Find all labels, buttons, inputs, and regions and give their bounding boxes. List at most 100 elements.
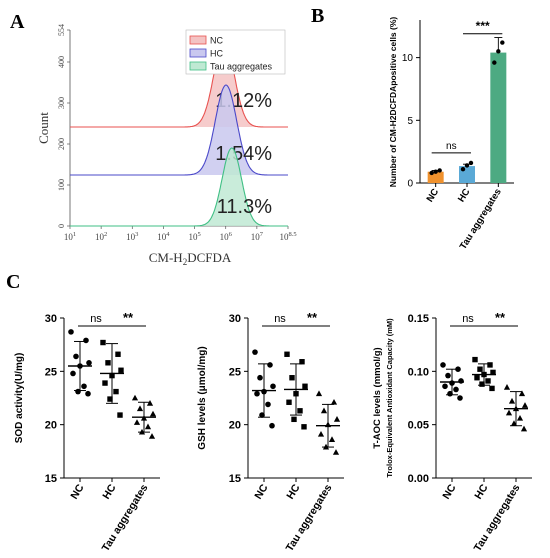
panel-b-data-point — [500, 40, 505, 45]
panel-b-bar-tau-aggregates — [490, 52, 507, 183]
panel-c-sod-data-point — [118, 367, 124, 373]
panel-c-t-aoc-data-point — [472, 356, 478, 363]
panel-c-t-aoc-significance-label: ns — [462, 313, 474, 325]
panel-a-legend-label-nc: NC — [210, 36, 223, 46]
panel-c-sod-data-point — [81, 383, 87, 390]
panel-c-sod-data-point — [107, 396, 113, 402]
panel-b-data-point — [496, 49, 501, 54]
panel-c-gsh-data-point — [328, 436, 336, 442]
panel-c-sod-data-point — [70, 370, 76, 377]
panel-c-sod-y-axis-label: SOD activity(U/mg) — [14, 353, 25, 444]
panel-a-legend-label-hc: HC — [210, 49, 223, 59]
panel-c-gsh-y-tick-label: 20 — [229, 420, 241, 432]
panel-c-t-aoc-data-point — [505, 409, 513, 416]
panel-a-x-tick-label: 106 — [220, 231, 233, 242]
panel-c-gsh-data-point — [291, 416, 297, 423]
panel-label-b: B — [311, 5, 324, 27]
panel-a-histogram: Count CM-H2DCFDA 0 100 200 300 400 554 101 102 1… — [36, 24, 297, 267]
panel-c-t-aoc-data-point — [474, 375, 480, 381]
panel-a-histogram-line-tau-aggregates — [70, 147, 288, 227]
panel-c-taoc-chart: T-AOC levels (mmol/g) Trolox-Equivalent … — [372, 310, 532, 554]
panel-a-legend-label-tau-aggregates: Tau aggregates — [210, 62, 273, 72]
panel-c-t-aoc-data-point — [440, 362, 446, 368]
panel-c-t-aoc-data-point — [457, 395, 463, 401]
panel-c-t-aoc-significance-label: ** — [495, 310, 506, 325]
panel-c-t-aoc-data-point — [508, 397, 516, 404]
panel-c-t-aoc-data-point — [487, 362, 493, 368]
panel-c-gsh-y-tick-label: 30 — [229, 313, 241, 325]
panel-c-gsh-x-tick-label-hc: HC — [284, 482, 302, 502]
panel-c-gsh-data-point — [299, 359, 305, 365]
panel-c-gsh-y-tick-label: 25 — [229, 366, 241, 378]
panel-c-sod-data-point — [105, 360, 111, 366]
panel-c-gsh-significance-label: ** — [307, 310, 318, 325]
panel-c-t-aoc-y-tick-label: 0.15 — [408, 313, 429, 325]
panel-a-y-tick-label: 200 — [57, 138, 66, 150]
panel-c-t-aoc-data-point — [520, 425, 528, 432]
panel-c-gsh-data-point — [315, 390, 323, 397]
panel-c-gsh-data-point — [286, 399, 292, 405]
panel-c-gsh-data-point — [332, 449, 340, 455]
panel-b-data-point — [464, 163, 470, 168]
panel-a-y-tick-label: 300 — [57, 97, 66, 109]
panel-c-sod-y-tick-label: 30 — [45, 313, 57, 325]
panel-c-t-aoc-data-point — [503, 384, 511, 390]
panel-c-t-aoc-data-point — [518, 390, 526, 397]
panel-c-t-aoc-y-tick-label: 0.00 — [408, 473, 429, 485]
panel-c-gsh-data-point — [257, 374, 263, 381]
panel-b-y-tick-label: 5 — [407, 116, 413, 127]
panel-b-y-axis-label: Number of CM-H2DCFDApositive cells (%) — [388, 17, 398, 188]
panel-c-t-aoc-data-point — [477, 366, 483, 372]
panel-b-data-point — [429, 170, 434, 176]
panel-a-x-tick-label: 105 — [188, 231, 200, 242]
panel-c-taoc-y-axis-sublabel: Trolox-Equivalent Antioxidant Capacity (… — [385, 318, 394, 478]
panel-c-t-aoc-y-tick-label: 0.10 — [408, 366, 429, 378]
panel-c-t-aoc-data-point — [485, 378, 491, 384]
panel-a-x-tick-label: 107 — [251, 231, 264, 242]
panel-c-t-aoc-data-point — [489, 385, 495, 392]
panel-a-y-axis-label: Count — [36, 112, 51, 144]
panel-c-gsh-data-point — [252, 349, 258, 355]
panel-c-sod-data-point — [117, 412, 123, 418]
panel-a-y-tick-label: 100 — [57, 179, 66, 191]
panel-a-legend-swatch-hc — [189, 48, 207, 58]
panel-a-histogram-line-hc — [70, 84, 288, 176]
panel-b-bar-chart: Number of CM-H2DCFDApositive cells (%) 0… — [388, 17, 514, 252]
panel-label-c: C — [6, 271, 20, 293]
panel-c-sod-data-point — [136, 405, 144, 412]
panel-a-x-tick-label: 101 — [64, 231, 76, 242]
panel-c-gsh-data-point — [289, 375, 295, 381]
panel-c-sod-data-point — [100, 339, 106, 346]
panel-a-legend-swatch-tau-aggregates — [189, 61, 207, 71]
panel-c-sod-data-point — [102, 380, 108, 386]
panel-b-y-tick-label: 10 — [402, 53, 414, 64]
panel-a-y-tick-label: 400 — [57, 56, 66, 68]
panel-c-sod-x-tick-label-hc: HC — [100, 482, 118, 502]
panel-c-sod-data-point — [149, 410, 157, 417]
panel-c-t-aoc-data-point — [453, 386, 459, 393]
panel-c-gsh-data-point — [265, 401, 271, 408]
panel-c-sod-data-point — [68, 329, 74, 335]
panel-c-sod-data-point — [144, 423, 152, 430]
panel-b-data-point — [468, 160, 474, 166]
panel-a-legend-swatch-nc — [189, 35, 207, 45]
panel-c-sod-data-point — [73, 353, 79, 360]
panel-c-sod-data-point — [113, 388, 119, 395]
panel-b-data-point — [460, 167, 466, 172]
panel-a-x-tick-label: 104 — [157, 231, 170, 242]
panel-c-gsh-y-axis-label: GSH levels (μmol/mg) — [197, 346, 208, 449]
panel-c-gsh-data-point — [317, 430, 325, 437]
panel-c-gsh-data-point — [301, 424, 307, 430]
panel-a-percent-label-hc: 1.54% — [215, 143, 272, 165]
panel-c-t-aoc-data-point — [516, 414, 524, 421]
panel-c-gsh-data-point — [254, 390, 260, 397]
panel-c-sod-data-point — [133, 419, 141, 425]
panel-c-t-aoc-data-point — [442, 383, 448, 390]
panel-a-y-tick-label: 554 — [57, 24, 66, 36]
panel-c-sod-data-point — [83, 337, 89, 344]
panel-a-x-tick-label: 103 — [126, 231, 138, 242]
panel-c-t-aoc-data-point — [458, 378, 464, 384]
panel-b-bar-nc — [427, 171, 444, 183]
panel-c-gsh-data-point — [330, 398, 338, 405]
